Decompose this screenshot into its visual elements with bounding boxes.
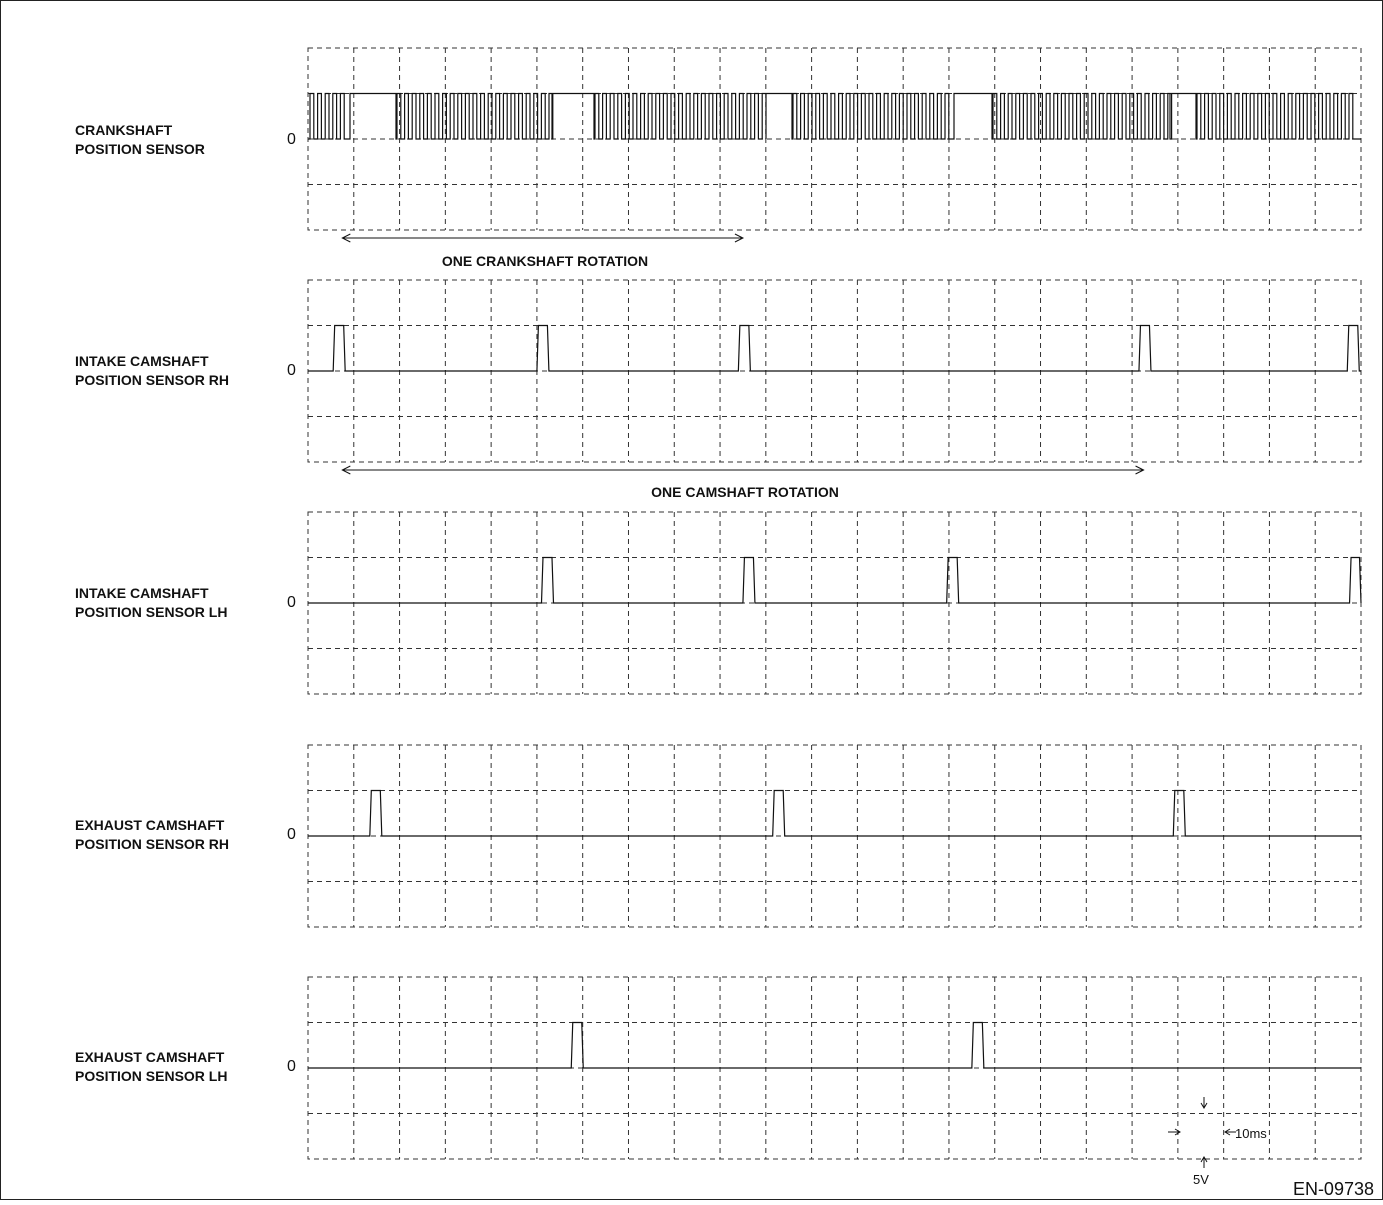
- dynamic-layer: [307, 47, 1362, 1168]
- channel-3-label-line2: POSITION SENSOR LH: [75, 604, 227, 620]
- volt-scale-top-arrowhead: [1200, 1102, 1208, 1109]
- span-2-left-arrowhead: [341, 465, 351, 475]
- channel-4-zero-label: 0: [287, 826, 296, 843]
- channel-4-label-line2: POSITION SENSOR RH: [75, 836, 229, 852]
- channel-2-zero-label: 0: [287, 362, 296, 379]
- channel-2-waveform: [308, 324, 1361, 372]
- camshaft-rotation-label: ONE CAMSHAFT ROTATION: [651, 484, 839, 500]
- channel-3-zero-label: 0: [287, 594, 296, 611]
- volt-scale-bottom-arrowhead: [1200, 1156, 1208, 1163]
- channel-5-zero-label: 0: [287, 1058, 296, 1075]
- span-1-left-arrowhead: [341, 233, 351, 243]
- channel-4-label-line1: EXHAUST CAMSHAFT: [75, 817, 225, 833]
- time-scale-right-arrowhead: [1224, 1128, 1231, 1136]
- channel-5-label-line2: POSITION SENSOR LH: [75, 1068, 227, 1084]
- crankshaft-rotation-label: ONE CRANKSHAFT ROTATION: [442, 253, 648, 269]
- time-scale-label: 10ms: [1235, 1126, 1267, 1141]
- time-scale-left-arrowhead: [1174, 1128, 1181, 1136]
- channel-3-label-line1: INTAKE CAMSHAFT: [75, 585, 209, 601]
- channel-1-label-line1: CRANKSHAFT: [75, 122, 173, 138]
- volt-scale-label: 5V: [1193, 1172, 1209, 1187]
- channel-5-label-line1: EXHAUST CAMSHAFT: [75, 1049, 225, 1065]
- channel-1-waveform: [308, 92, 1361, 140]
- channel-2-label-line1: INTAKE CAMSHAFT: [75, 353, 209, 369]
- span-2-right-arrowhead: [1135, 465, 1145, 475]
- span-1-right-arrowhead: [734, 233, 745, 243]
- figure-code: EN-09738: [1293, 1179, 1374, 1199]
- channel-4-waveform: [308, 789, 1361, 837]
- channel-3-waveform: [308, 556, 1362, 604]
- channel-2-label-line2: POSITION SENSOR RH: [75, 372, 229, 388]
- channel-1-zero-label: 0: [287, 131, 296, 148]
- channel-5-waveform: [308, 1021, 1361, 1069]
- channel-1-label-line2: POSITION SENSOR: [75, 141, 205, 157]
